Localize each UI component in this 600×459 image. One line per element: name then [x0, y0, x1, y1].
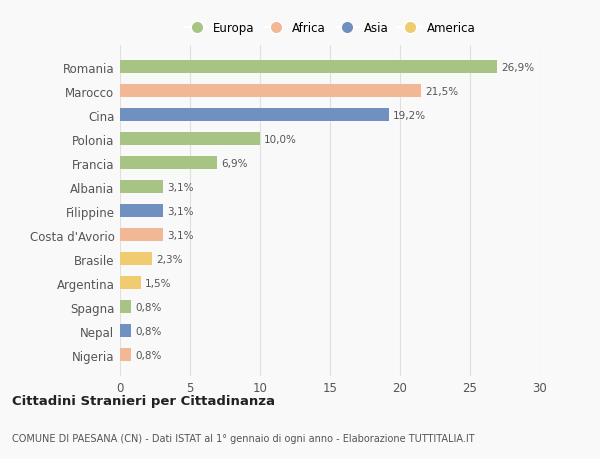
Text: Cittadini Stranieri per Cittadinanza: Cittadini Stranieri per Cittadinanza — [12, 394, 275, 407]
Bar — [120, 276, 141, 290]
Text: 10,0%: 10,0% — [264, 134, 297, 144]
Text: 26,9%: 26,9% — [501, 62, 534, 73]
Legend: Europa, Africa, Asia, America: Europa, Africa, Asia, America — [181, 19, 479, 39]
Text: 1,5%: 1,5% — [145, 278, 172, 288]
Text: 6,9%: 6,9% — [221, 158, 247, 168]
Text: 2,3%: 2,3% — [157, 254, 183, 264]
Bar — [120, 300, 131, 313]
Text: 0,8%: 0,8% — [136, 350, 162, 360]
Bar — [120, 181, 163, 194]
Bar — [120, 348, 131, 361]
Text: 3,1%: 3,1% — [167, 182, 194, 192]
Bar — [120, 252, 152, 266]
Text: 0,8%: 0,8% — [136, 326, 162, 336]
Text: 21,5%: 21,5% — [425, 86, 458, 96]
Bar — [120, 324, 131, 337]
Bar — [120, 61, 497, 74]
Bar — [120, 85, 421, 98]
Bar — [120, 205, 163, 218]
Bar — [120, 133, 260, 146]
Text: 3,1%: 3,1% — [167, 206, 194, 216]
Bar — [120, 109, 389, 122]
Text: 19,2%: 19,2% — [393, 111, 426, 120]
Text: COMUNE DI PAESANA (CN) - Dati ISTAT al 1° gennaio di ogni anno - Elaborazione TU: COMUNE DI PAESANA (CN) - Dati ISTAT al 1… — [12, 433, 475, 442]
Text: 3,1%: 3,1% — [167, 230, 194, 240]
Bar — [120, 157, 217, 170]
Text: 0,8%: 0,8% — [136, 302, 162, 312]
Bar — [120, 229, 163, 241]
